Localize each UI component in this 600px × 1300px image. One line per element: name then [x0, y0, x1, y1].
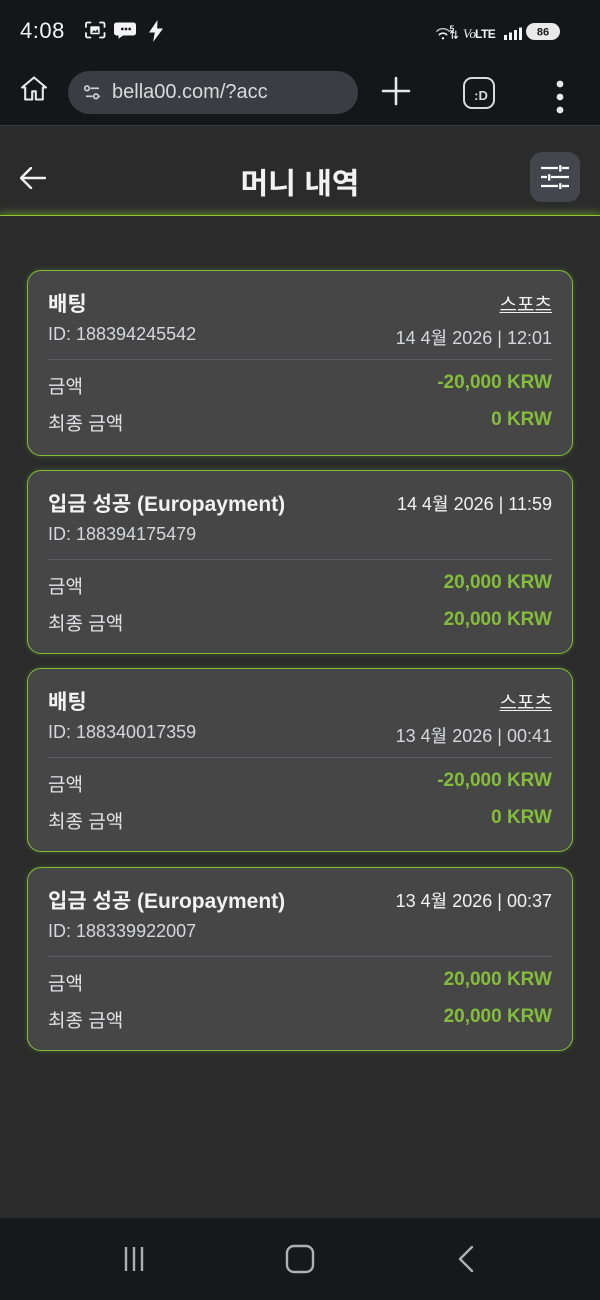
- svg-text:LTE: LTE: [475, 27, 496, 41]
- svg-text:86: 86: [537, 27, 549, 39]
